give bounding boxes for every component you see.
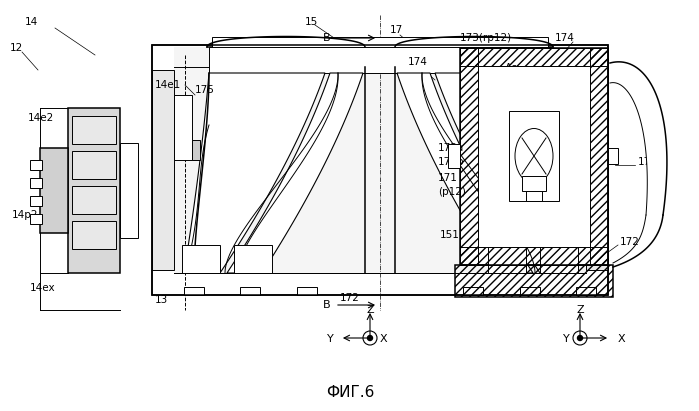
Text: 174: 174	[555, 33, 575, 43]
Bar	[608, 148, 618, 164]
Bar	[212, 37, 548, 67]
Bar	[526, 191, 542, 201]
Polygon shape	[184, 73, 325, 273]
Bar	[209, 47, 551, 73]
Bar	[240, 287, 260, 295]
Bar	[590, 48, 608, 265]
Text: 17: 17	[390, 25, 403, 35]
Bar	[460, 247, 608, 265]
Bar	[152, 70, 174, 270]
Bar	[460, 48, 608, 66]
Bar	[478, 66, 590, 247]
Text: 175: 175	[195, 85, 215, 95]
Text: Z: Z	[366, 305, 374, 315]
Text: Y: Y	[327, 334, 334, 344]
Text: ФИГ.6: ФИГ.6	[326, 385, 374, 399]
Polygon shape	[227, 73, 363, 273]
Circle shape	[368, 335, 373, 340]
Bar	[540, 245, 578, 273]
Bar	[568, 95, 586, 160]
Bar	[152, 45, 608, 295]
Bar	[463, 287, 483, 295]
Text: B: B	[322, 33, 330, 43]
Bar	[72, 186, 116, 214]
Bar	[30, 196, 42, 206]
Text: 14e1: 14e1	[155, 80, 181, 90]
Text: 13: 13	[155, 295, 168, 305]
Text: 14: 14	[25, 17, 38, 27]
Bar	[460, 48, 608, 265]
Text: 15: 15	[305, 17, 318, 27]
Text: (p12): (p12)	[438, 187, 466, 197]
Bar	[509, 111, 559, 201]
Circle shape	[577, 335, 582, 340]
Polygon shape	[610, 62, 667, 215]
Bar	[30, 160, 42, 170]
Bar	[72, 116, 116, 144]
Text: 172: 172	[340, 293, 360, 303]
Bar	[40, 148, 68, 233]
Text: Y: Y	[563, 334, 570, 344]
Bar	[120, 143, 138, 238]
Bar	[30, 214, 42, 224]
Text: X: X	[618, 334, 626, 344]
Text: 14p2: 14p2	[12, 210, 38, 220]
Bar	[522, 176, 546, 191]
Text: 174: 174	[408, 57, 428, 67]
Text: 173a: 173a	[438, 143, 464, 153]
Ellipse shape	[515, 129, 553, 183]
Bar	[234, 245, 272, 273]
Text: 12: 12	[10, 43, 23, 53]
Bar	[152, 45, 608, 295]
Bar	[72, 151, 116, 179]
Bar	[520, 287, 540, 295]
Bar	[488, 245, 526, 273]
Polygon shape	[397, 73, 533, 273]
Bar	[30, 178, 42, 188]
Text: 173b: 173b	[438, 157, 465, 167]
Bar	[174, 47, 586, 273]
Text: B: B	[322, 300, 330, 310]
Bar	[192, 140, 200, 160]
Text: Z: Z	[576, 305, 584, 315]
Bar	[184, 287, 204, 295]
Bar	[68, 108, 120, 273]
Bar	[455, 265, 613, 297]
Text: X: X	[380, 334, 388, 344]
Bar	[460, 48, 478, 265]
Text: 151: 151	[440, 230, 460, 240]
Bar	[72, 221, 116, 249]
Bar	[174, 95, 192, 160]
Bar	[448, 144, 460, 168]
Text: 172: 172	[620, 237, 640, 247]
Text: 14ex: 14ex	[30, 283, 56, 293]
Text: 15: 15	[638, 80, 651, 90]
Text: 14e2: 14e2	[28, 113, 55, 123]
Bar	[297, 287, 317, 295]
Polygon shape	[435, 73, 576, 273]
Text: 173c: 173c	[638, 157, 663, 167]
Text: 173(rp12): 173(rp12)	[460, 33, 512, 43]
Bar	[560, 140, 568, 160]
Text: 171: 171	[438, 173, 458, 183]
Text: Ac: Ac	[505, 63, 518, 73]
Bar	[586, 70, 608, 270]
Bar	[182, 245, 220, 273]
Bar	[576, 287, 596, 295]
